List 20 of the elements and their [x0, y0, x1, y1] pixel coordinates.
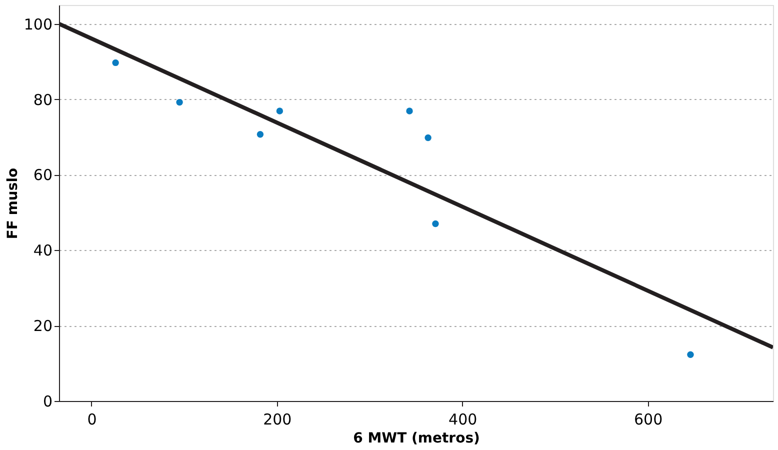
y-axis-title: FF muslo: [4, 167, 21, 240]
point: [406, 108, 413, 114]
y-tick-label: 100: [24, 15, 52, 34]
point: [276, 108, 284, 114]
x-tick-label: 600: [634, 410, 663, 428]
point: [176, 98, 183, 106]
y-tick-label: 80: [33, 90, 52, 109]
point: [687, 351, 694, 358]
y-tick-label: 0: [42, 392, 52, 410]
y-tick-label: 60: [33, 166, 52, 184]
x-tick-label: 200: [263, 410, 292, 428]
x-tick-label: 400: [448, 410, 478, 428]
y-tick-label: 40: [33, 242, 52, 260]
x-axis-title: 6 MWT (metros): [353, 430, 480, 446]
point: [112, 59, 119, 66]
point: [424, 134, 432, 142]
y-tick-label: 20: [33, 317, 52, 336]
point: [432, 220, 439, 228]
x-tick-label: 0: [87, 410, 97, 428]
point: [256, 131, 264, 138]
